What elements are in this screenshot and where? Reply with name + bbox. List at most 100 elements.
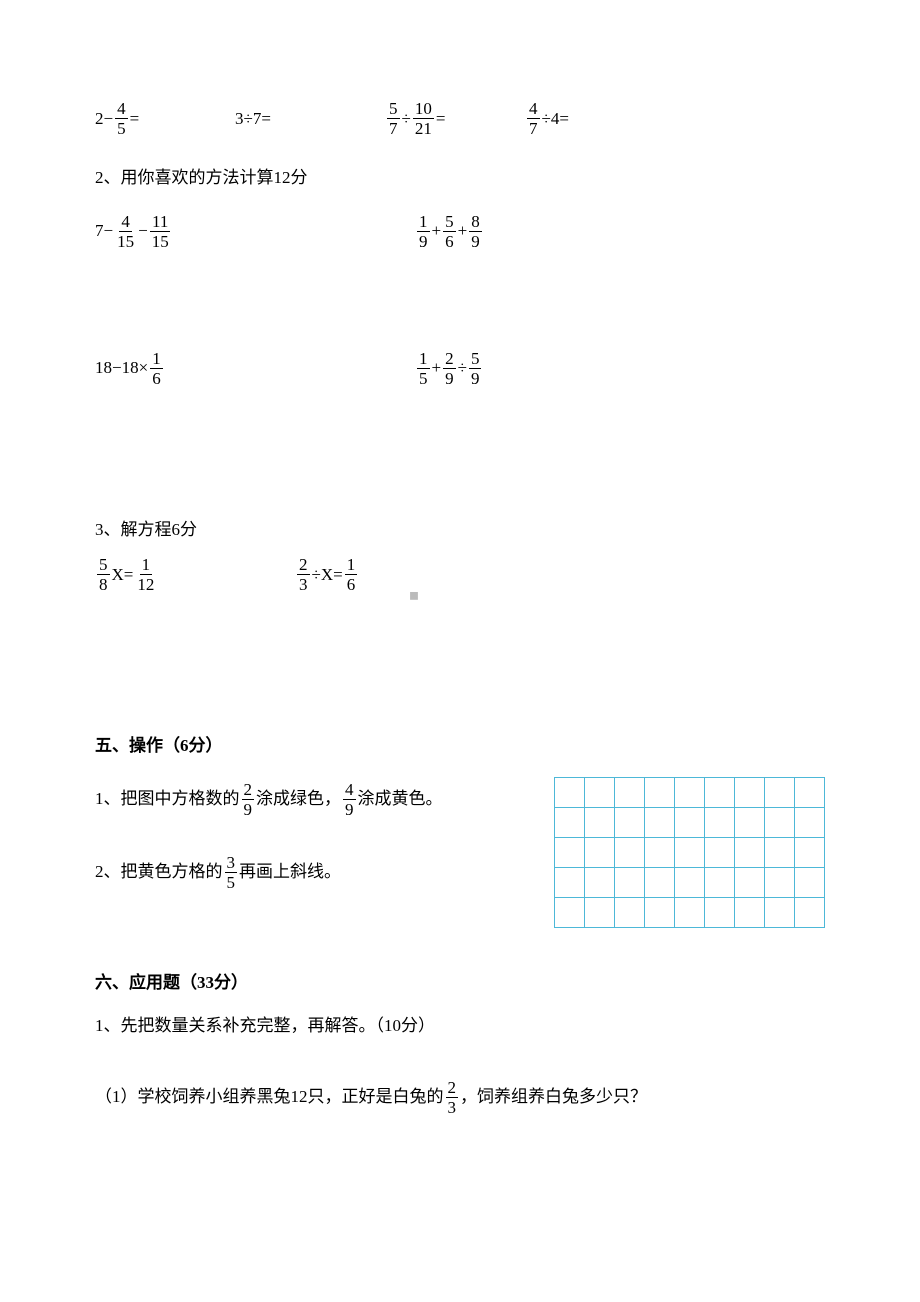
- sec5-q2-a: 2、把黄色方格的: [95, 859, 223, 885]
- frac-den: 3: [446, 1098, 459, 1116]
- expr-4-frac: 4 7: [527, 100, 540, 137]
- frac-den: 6: [150, 369, 163, 387]
- sec6-q1-1-b: ，饲养组养白兔多少只？: [460, 1084, 647, 1110]
- q2b-right-op2: ÷: [458, 355, 467, 381]
- q2a-right: 1 9 + 5 6 + 8 9: [415, 213, 484, 250]
- page-content: 2 − 4 5 = 3÷7= 5 7 ÷ 10 21 = 4: [0, 0, 920, 1184]
- frac-den: 9: [443, 369, 456, 387]
- sec5-q2-b: 再画上斜线。: [239, 859, 341, 885]
- frac-num: 11: [150, 213, 170, 232]
- sec5-q1-f1: 2 9: [242, 781, 255, 818]
- frac-num: 1: [150, 350, 163, 369]
- grid-cell: [675, 867, 705, 897]
- q2b-right: 1 5 + 2 9 ÷ 5 9: [415, 350, 483, 387]
- q3-left-mid: X=: [112, 562, 134, 588]
- grid-cell: [585, 807, 615, 837]
- q2b-left-f: 1 6: [150, 350, 163, 387]
- grid-cell: [615, 777, 645, 807]
- grid-cell: [675, 807, 705, 837]
- sec5-q1: 1、把图中方格数的 2 9 涂成绿色， 4 9 涂成黄色。: [95, 781, 443, 818]
- expr-1: 2 − 4 5 =: [95, 100, 235, 137]
- expr-2: 3÷7=: [235, 106, 385, 132]
- grid-cell: [735, 837, 765, 867]
- expr-4-rest: ÷4=: [542, 106, 569, 132]
- expr-3-op: ÷: [402, 106, 411, 132]
- q2-title: 2、用你喜欢的方法计算12分: [95, 165, 825, 191]
- watermark-icon: ◼: [409, 586, 419, 604]
- q2a-left-f1: 4 15: [115, 213, 136, 250]
- q3-left-f1: 5 8: [97, 556, 110, 593]
- color-grid: [554, 777, 825, 928]
- q2b-right-f3: 5 9: [469, 350, 482, 387]
- grid-container: [524, 777, 825, 928]
- q2a-left-f2: 11 15: [150, 213, 171, 250]
- q2b-left-a: 18−18×: [95, 355, 148, 381]
- q2b-left: 18−18× 1 6: [95, 350, 415, 387]
- frac-num: 2: [446, 1079, 459, 1098]
- q2-row-a: 7 − 4 15 − 11 15 1 9 + 5 6 + 8: [95, 213, 825, 250]
- sec6-q1-1-a: （1）学校饲养小组养黑兔12只，正好是白兔的: [95, 1084, 444, 1110]
- q2b-right-f2: 2 9: [443, 350, 456, 387]
- grid-cell: [675, 837, 705, 867]
- frac-num: 1: [140, 556, 153, 575]
- frac-num: 5: [97, 556, 110, 575]
- grid-cell: [795, 807, 825, 837]
- expr-2-text: 3÷7=: [235, 106, 271, 132]
- grid-cell: [555, 867, 585, 897]
- frac-den: 12: [135, 575, 156, 593]
- q2a-right-f1: 1 9: [417, 213, 430, 250]
- grid-cell: [735, 777, 765, 807]
- grid-cell: [615, 837, 645, 867]
- grid-cell: [735, 897, 765, 927]
- grid-cell: [585, 837, 615, 867]
- grid-cell: [795, 867, 825, 897]
- frac-num: 4: [119, 213, 132, 232]
- frac-num: 3: [225, 854, 238, 873]
- frac-num: 1: [417, 213, 430, 232]
- q3-left: 5 8 X= 1 12: [95, 556, 295, 593]
- grid-cell: [675, 897, 705, 927]
- sec5-q2: 2、把黄色方格的 3 5 再画上斜线。: [95, 854, 341, 891]
- grid-cell: [705, 867, 735, 897]
- frac-den: 9: [469, 232, 482, 250]
- grid-cell: [585, 867, 615, 897]
- expr-1-frac: 4 5: [115, 100, 128, 137]
- sec5-q2-f: 3 5: [225, 854, 238, 891]
- sec6-q1-1: （1）学校饲养小组养黑兔12只，正好是白兔的 2 3 ，饲养组养白兔多少只？: [95, 1079, 647, 1116]
- q3-right-mid: ÷X=: [312, 562, 343, 588]
- frac-den: 5: [225, 873, 238, 891]
- grid-cell: [765, 897, 795, 927]
- frac-den: 5: [115, 119, 128, 137]
- frac-den: 7: [527, 119, 540, 137]
- sec6-q1: 1、先把数量关系补充完整，再解答。（10分）: [95, 1013, 825, 1039]
- grid-cell: [795, 837, 825, 867]
- grid-cell: [645, 837, 675, 867]
- frac-num: 10: [413, 100, 434, 119]
- q2b-right-f1: 1 5: [417, 350, 430, 387]
- expr-1-a: 2: [95, 106, 104, 132]
- frac-num: 4: [115, 100, 128, 119]
- frac-num: 5: [443, 213, 456, 232]
- frac-den: 6: [345, 575, 358, 593]
- expr-row-1: 2 − 4 5 = 3÷7= 5 7 ÷ 10 21 = 4: [95, 100, 825, 137]
- q2a-left-op2: −: [138, 218, 148, 244]
- frac-num: 5: [387, 100, 400, 119]
- grid-cell: [555, 837, 585, 867]
- frac-den: 6: [443, 232, 456, 250]
- q3-title: 3、解方程6分: [95, 517, 825, 543]
- q3-row: 5 8 X= 1 12 2 3 ÷X= 1 6 ◼: [95, 556, 825, 593]
- frac-num: 8: [469, 213, 482, 232]
- expr-1-op: −: [104, 106, 114, 132]
- q2a-right-op1: +: [432, 218, 442, 244]
- grid-cell: [645, 777, 675, 807]
- frac-num: 5: [469, 350, 482, 369]
- grid-cell: [735, 807, 765, 837]
- grid-cell: [705, 777, 735, 807]
- grid-cell: [705, 897, 735, 927]
- frac-num: 1: [417, 350, 430, 369]
- frac-den: 21: [413, 119, 434, 137]
- sec6-title: 六、应用题（33分）: [95, 970, 825, 996]
- grid-cell: [705, 807, 735, 837]
- sec5-title: 五、操作（6分）: [95, 733, 825, 759]
- q3-right-f1: 2 3: [297, 556, 310, 593]
